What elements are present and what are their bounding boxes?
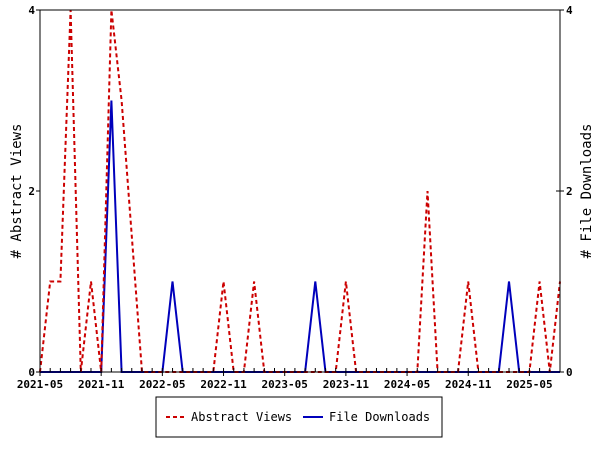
legend-label-abstract-views: Abstract Views bbox=[191, 410, 292, 424]
x-tick-label: 2021-05 bbox=[17, 378, 63, 391]
y-left-tick-label: 0 bbox=[28, 366, 35, 379]
y-left-tick-label: 4 bbox=[28, 4, 35, 17]
series-line-abstract-views bbox=[39, 9, 561, 373]
y-right-axis-label: # File Downloads bbox=[579, 124, 595, 259]
x-tick-label: 2023-11 bbox=[323, 378, 370, 391]
y-right-tick-label: 0 bbox=[566, 366, 573, 379]
legend-label-file-downloads: File Downloads bbox=[329, 410, 430, 424]
y-right-tick-label: 2 bbox=[566, 185, 573, 198]
x-tick-label: 2023-05 bbox=[262, 378, 308, 391]
plot-frame bbox=[39, 9, 561, 373]
y-left-axis-label: # Abstract Views bbox=[9, 124, 25, 259]
x-tick-label: 2024-11 bbox=[445, 378, 492, 391]
y-left-tick-label: 2 bbox=[28, 185, 35, 198]
y-right-tick-label: 4 bbox=[566, 4, 573, 17]
legend: Abstract Views File Downloads bbox=[155, 396, 443, 438]
x-tick-label: 2024-05 bbox=[384, 378, 430, 391]
x-tick-label: 2022-05 bbox=[139, 378, 185, 391]
x-tick-label: 2021-11 bbox=[78, 378, 125, 391]
legend-box bbox=[155, 396, 443, 438]
x-tick-label: 2022-11 bbox=[200, 378, 247, 391]
x-tick-label: 2025-05 bbox=[506, 378, 552, 391]
series-line-file-downloads bbox=[40, 100, 560, 373]
